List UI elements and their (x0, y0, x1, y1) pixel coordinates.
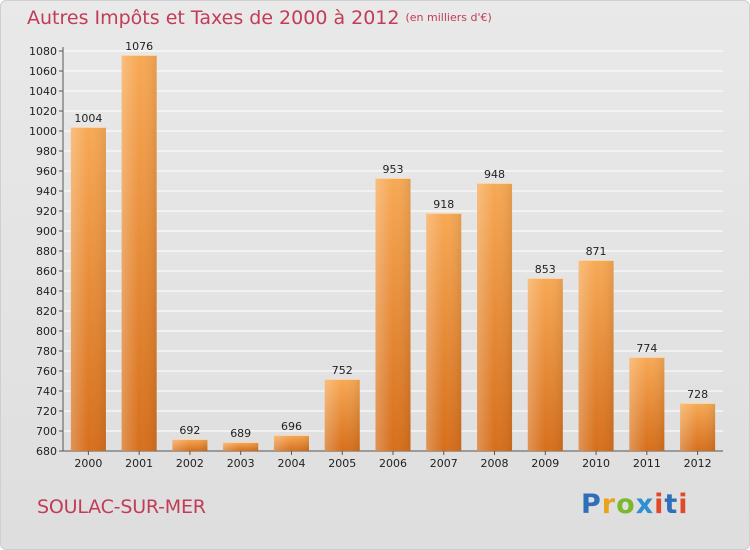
x-tick-label: 2000 (74, 457, 102, 470)
y-tick-label: 800 (36, 325, 57, 338)
x-tick-label: 2001 (125, 457, 153, 470)
y-tick-label: 1060 (29, 65, 57, 78)
x-tick-label: 2007 (430, 457, 458, 470)
chart-subtitle: (en milliers d'€) (405, 11, 492, 24)
bar-shading (375, 178, 411, 451)
proxiti-logo: Proxiti (581, 489, 689, 520)
y-tick-label: 940 (36, 185, 57, 198)
bar-shading (477, 183, 513, 451)
x-tick-label: 2012 (684, 457, 712, 470)
data-label: 853 (535, 263, 556, 276)
x-tick-label: 2009 (531, 457, 559, 470)
x-tick-label: 2003 (227, 457, 255, 470)
commune-name: SOULAC-SUR-MER (37, 496, 206, 518)
bar-shading (273, 435, 309, 451)
x-tick-label: 2004 (277, 457, 305, 470)
x-tick-labels: 2000 2001 2002 2003 2004 2005 2006 2007 2008 2009… (74, 451, 712, 470)
bar-shading (680, 403, 716, 451)
x-tick-label: 2006 (379, 457, 407, 470)
y-tick-label: 740 (36, 385, 57, 398)
data-label: 752 (332, 364, 353, 377)
bar-shading (121, 55, 157, 451)
y-tick-labels: 680 700 720 740 760 780 800 820 840 860 880 900 920 9… (29, 45, 63, 458)
bar-shading (70, 127, 106, 451)
title-text: Autres Impôts et Taxes de 2000 à 2012 (27, 7, 400, 29)
y-tick-label: 700 (36, 425, 57, 438)
data-label: 692 (179, 424, 200, 437)
data-label: 774 (636, 342, 657, 355)
bar-shading (629, 357, 665, 451)
y-tick-label: 980 (36, 145, 57, 158)
y-tick-label: 1040 (29, 85, 57, 98)
bar-shading (324, 379, 360, 451)
y-tick-label: 840 (36, 285, 57, 298)
data-label: 696 (281, 420, 302, 433)
chart-title: Autres Impôts et Taxes de 2000 à 2012 (en… (27, 7, 492, 29)
data-label: 728 (687, 388, 708, 401)
y-tick-label: 920 (36, 205, 57, 218)
y-tick-label: 680 (36, 445, 57, 458)
data-label: 948 (484, 168, 505, 181)
data-labels: 1004 1076 692 689 696 752 953 918 948 853 871 774 72… (74, 40, 708, 440)
y-tick-label: 1080 (29, 45, 57, 58)
y-tick-label: 760 (36, 365, 57, 378)
bar-shading (578, 260, 614, 451)
x-tick-label: 2011 (633, 457, 661, 470)
data-label: 689 (230, 427, 251, 440)
y-tick-label: 900 (36, 225, 57, 238)
data-label: 1004 (74, 112, 102, 125)
bar-shading (172, 439, 208, 451)
y-tick-label: 720 (36, 405, 57, 418)
bar-shading (223, 442, 259, 451)
data-label: 871 (586, 245, 607, 258)
x-tick-label: 2005 (328, 457, 356, 470)
y-tick-label: 860 (36, 265, 57, 278)
y-tick-label: 780 (36, 345, 57, 358)
bar-shading (527, 278, 563, 451)
y-tick-label: 1000 (29, 125, 57, 138)
bar-shading (426, 213, 462, 451)
data-label: 1076 (125, 40, 153, 53)
data-label: 953 (383, 163, 404, 176)
bars (70, 55, 716, 451)
y-tick-label: 880 (36, 245, 57, 258)
y-tick-label: 1020 (29, 105, 57, 118)
x-tick-label: 2010 (582, 457, 610, 470)
y-tick-label: 820 (36, 305, 57, 318)
y-tick-label: 960 (36, 165, 57, 178)
x-tick-label: 2008 (481, 457, 509, 470)
x-tick-label: 2002 (176, 457, 204, 470)
data-label: 918 (433, 198, 454, 211)
